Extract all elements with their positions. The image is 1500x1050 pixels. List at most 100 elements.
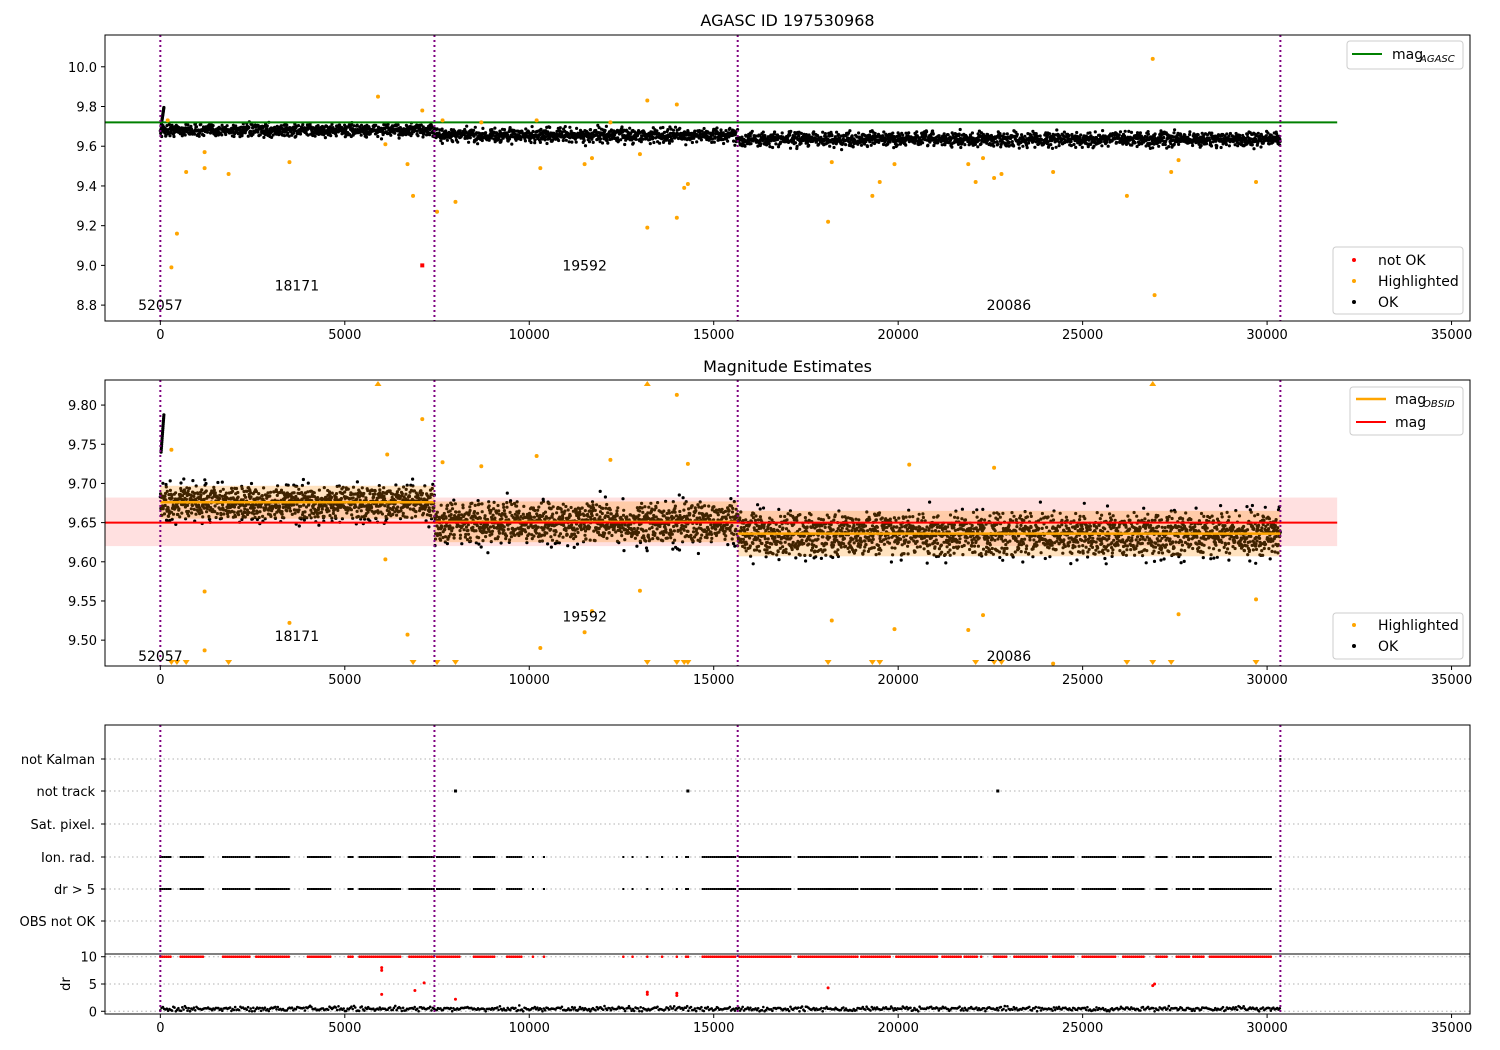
data-point-highlighted (165, 118, 170, 123)
data-point-ok (510, 142, 514, 146)
data-point-highlighted (1169, 170, 1174, 175)
plot-area (105, 35, 1470, 321)
data-point-ok (895, 143, 900, 147)
data-point-ok (374, 123, 378, 127)
data-point-ok (182, 477, 186, 481)
data-point-ok (421, 125, 425, 129)
data-point-ok (452, 498, 456, 502)
data-point-ok (472, 128, 476, 132)
data-point-ok (1256, 131, 1260, 135)
data-point-ok (865, 144, 870, 149)
data-point-ok (569, 129, 573, 133)
data-point-ok (189, 124, 193, 128)
data-point-ok (1007, 140, 1011, 144)
data-point-ok (904, 143, 908, 147)
data-point-ok (1173, 128, 1177, 132)
data-point-ok (828, 144, 832, 148)
data-point-ok (728, 126, 732, 130)
legend-label: not OK (1378, 253, 1426, 269)
data-point-ok (508, 126, 512, 130)
data-point-ok (795, 144, 799, 148)
data-point-ok (249, 481, 254, 486)
data-point-ok (1072, 142, 1076, 147)
data-point-ok (1264, 134, 1268, 138)
data-point-ok (397, 136, 401, 140)
data-point-ok (562, 127, 566, 131)
data-point-highlighted (1176, 158, 1181, 163)
data-point-ok (1093, 130, 1097, 134)
data-point-ok (848, 129, 852, 133)
data-point-ok (531, 129, 535, 134)
data-point-ok (722, 141, 726, 146)
data-point-ok (545, 141, 549, 146)
data-point-ok (220, 123, 224, 127)
data-point-ok (959, 145, 963, 150)
data-point-ok (311, 133, 315, 138)
data-point-ok (1238, 133, 1242, 137)
data-point-ok (1050, 146, 1055, 150)
data-point-ok (161, 481, 165, 485)
data-point-ok (1012, 144, 1016, 148)
data-point-ok (931, 132, 935, 136)
data-point-ok (499, 138, 503, 143)
data-point-ok (1101, 129, 1105, 133)
data-point-highlighted (682, 185, 687, 190)
data-point-ok (1129, 130, 1134, 134)
legend-swatch-point (1352, 300, 1356, 304)
data-point-ok (551, 138, 555, 142)
data-point-ok (393, 131, 397, 135)
data-point-highlighted (981, 156, 986, 161)
data-point-ok (376, 134, 380, 139)
data-point-ok (486, 551, 490, 555)
data-point-highlighted (479, 120, 484, 125)
data-point-ok (823, 132, 828, 136)
data-point-ok (220, 480, 224, 484)
data-point-ok (246, 134, 250, 138)
data-point-ok (715, 126, 719, 130)
data-point-ok (690, 140, 695, 145)
data-point-ok (362, 132, 367, 136)
data-point-highlighted (826, 219, 831, 224)
data-point-ok (761, 130, 765, 134)
data-point-ok (1017, 146, 1021, 150)
data-point-ok (343, 123, 347, 127)
data-point-ok (859, 143, 864, 147)
data-point-ok (1204, 142, 1209, 146)
data-point-ok (273, 126, 277, 131)
data-point-ok (1033, 145, 1037, 149)
data-point-ok (1162, 135, 1166, 140)
data-point-ok (548, 125, 552, 129)
data-point-ok (773, 130, 777, 134)
data-point-ok (172, 134, 176, 139)
data-point-ok (759, 142, 763, 146)
data-point-ok (1210, 131, 1214, 135)
data-point-ok (1075, 130, 1079, 135)
data-point-ok (298, 132, 303, 136)
data-point-ok (692, 136, 696, 140)
data-point-ok (992, 144, 996, 148)
data-point-ok (199, 122, 203, 126)
data-point-ok (463, 127, 467, 132)
data-point-ok (440, 141, 444, 145)
data-point-ok (575, 126, 579, 130)
data-point-ok (232, 134, 236, 139)
data-point-ok (435, 127, 439, 131)
data-point-ok (1227, 144, 1231, 148)
data-point-ok (456, 140, 460, 144)
data-point-ok (620, 125, 624, 129)
data-point-ok (1062, 130, 1066, 134)
data-point-ok (670, 139, 674, 143)
data-point-highlighted (608, 120, 613, 125)
data-point-ok (710, 137, 715, 141)
data-point-highlighted (184, 170, 189, 175)
data-point-ok (220, 133, 224, 137)
data-point-ok (634, 137, 638, 141)
data-point-ok (529, 140, 533, 145)
data-point-ok (958, 127, 962, 132)
data-point-ok (789, 129, 793, 133)
data-point-ok (505, 491, 509, 495)
x-tick-label: 25000 (1062, 328, 1103, 343)
data-point-ok (538, 140, 543, 144)
data-point-ok (179, 481, 183, 485)
